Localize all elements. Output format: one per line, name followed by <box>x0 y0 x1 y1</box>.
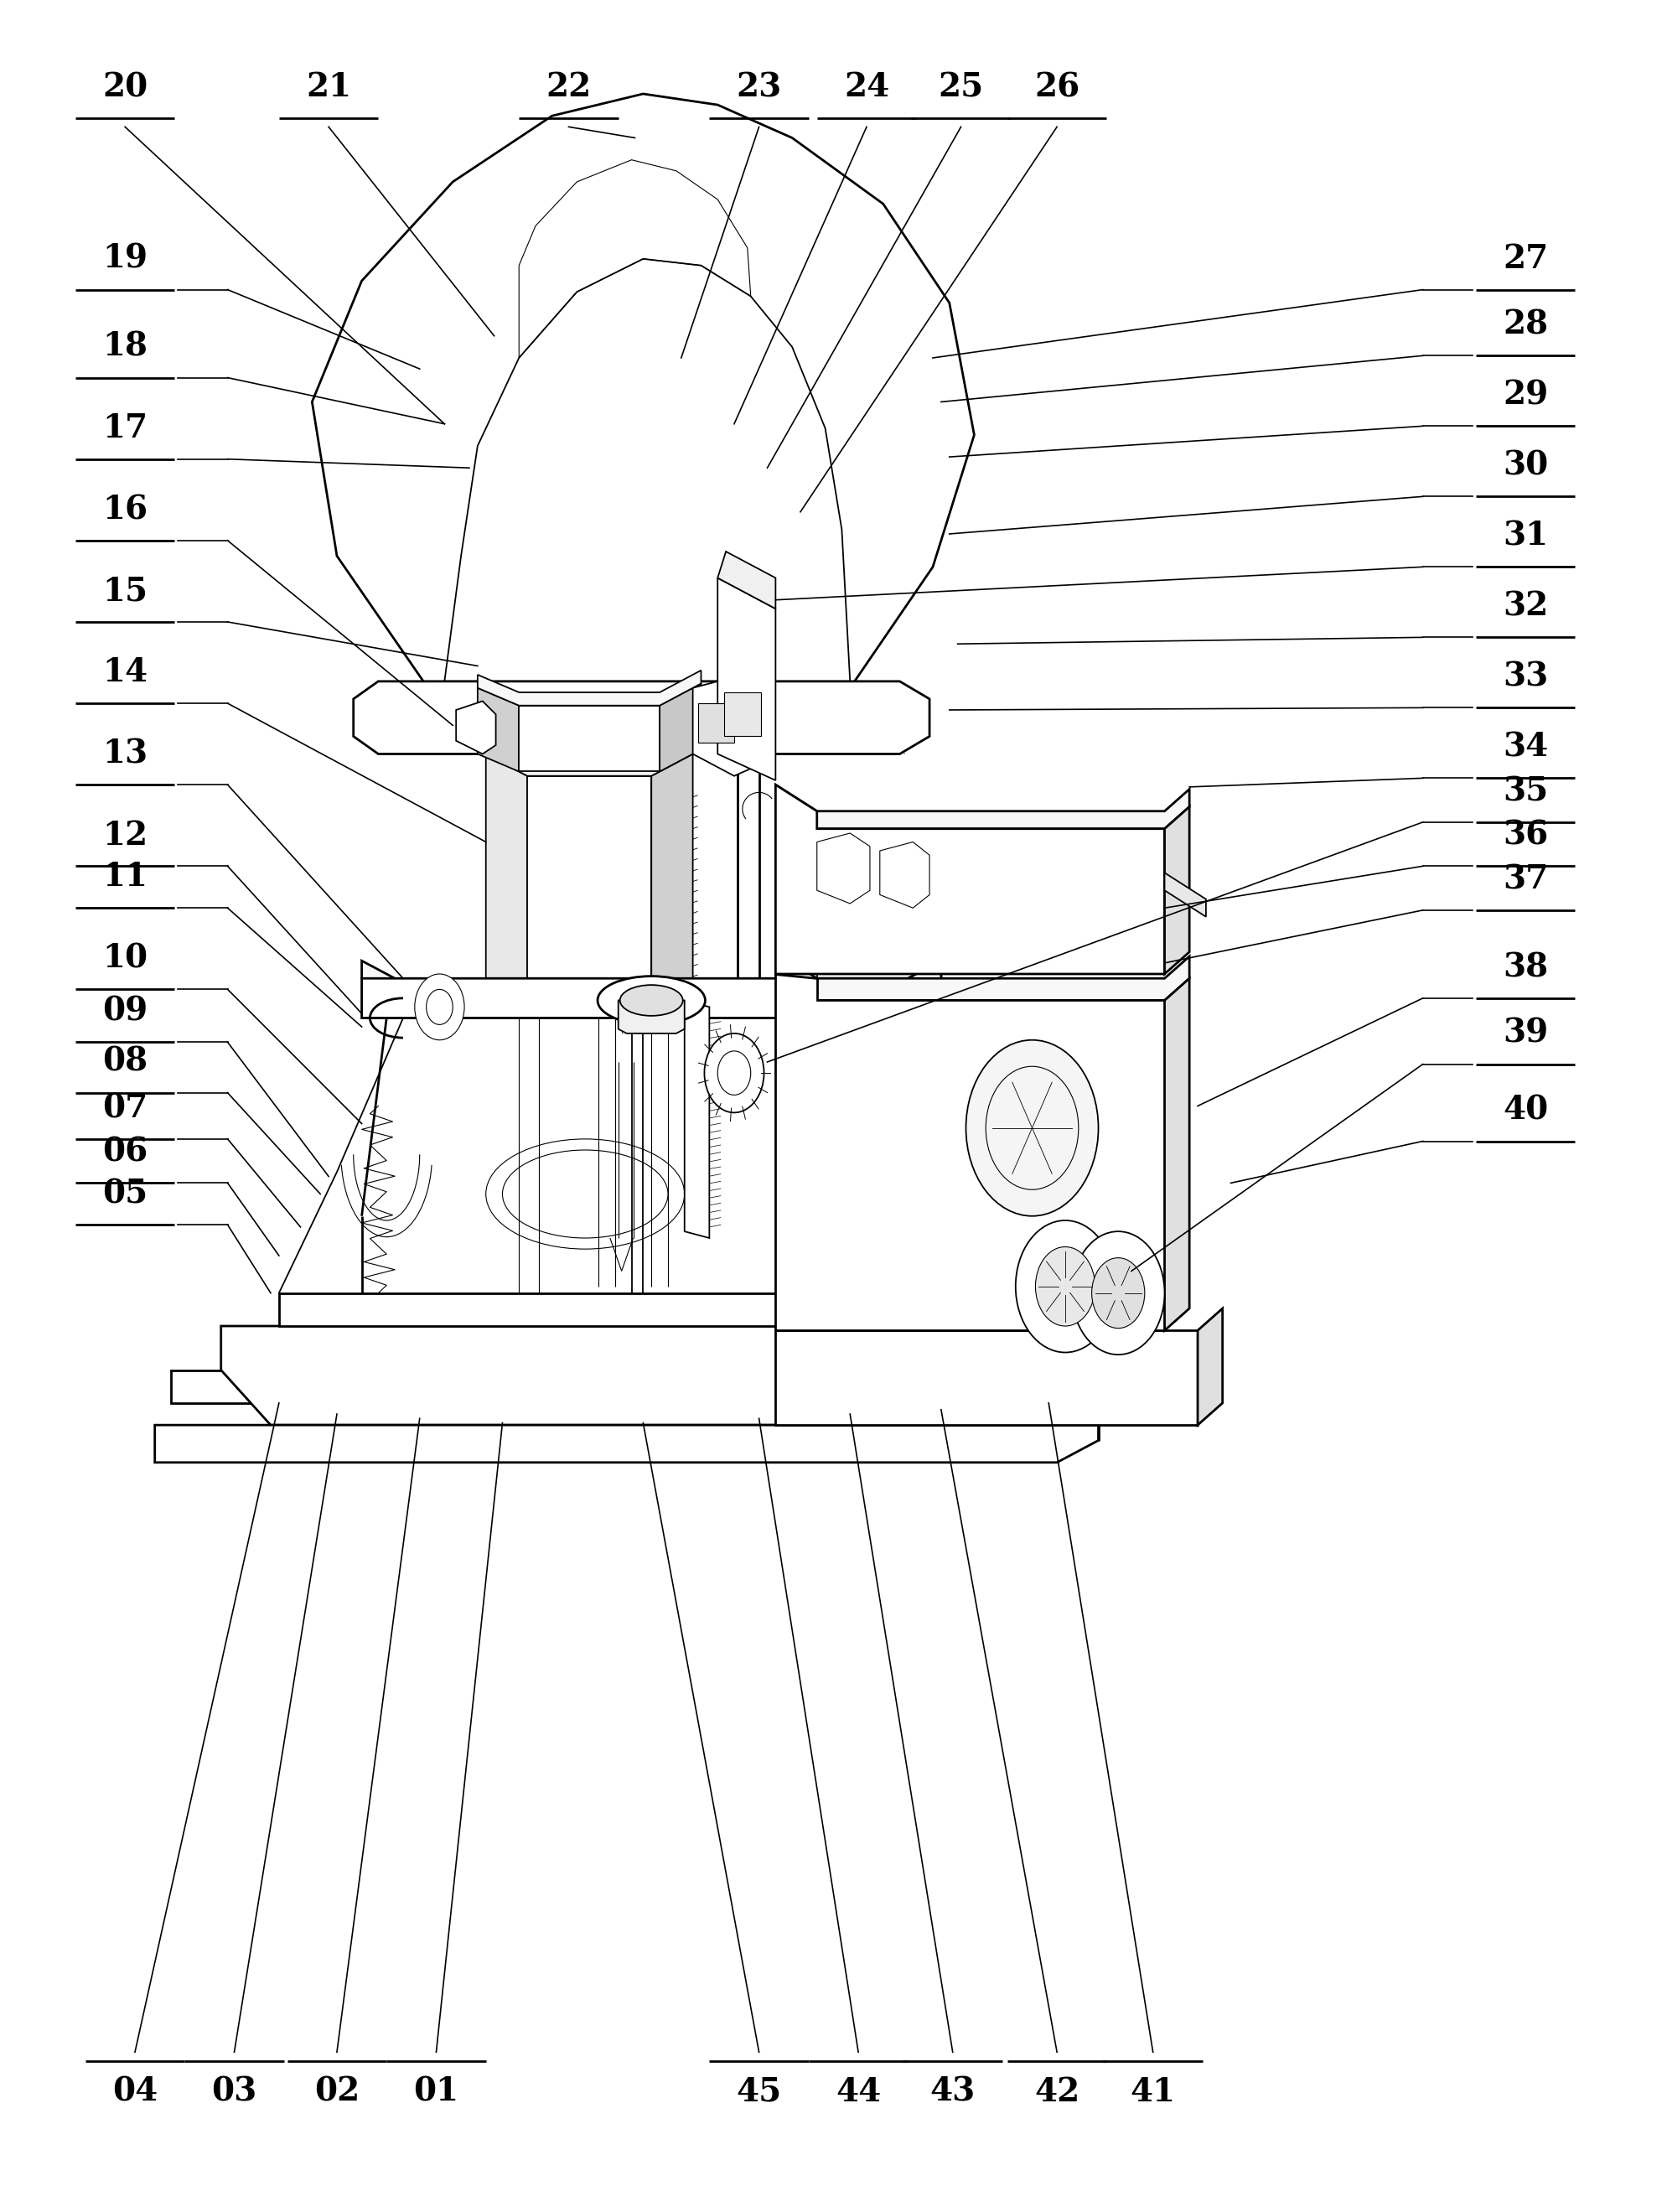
Text: 40: 40 <box>1502 1095 1549 1126</box>
Polygon shape <box>660 684 702 772</box>
Polygon shape <box>1165 807 1189 973</box>
Text: 17: 17 <box>102 411 148 445</box>
Text: 42: 42 <box>1034 2075 1080 2108</box>
Text: 05: 05 <box>102 1179 148 1210</box>
Text: 14: 14 <box>102 657 148 688</box>
Polygon shape <box>353 681 930 754</box>
Circle shape <box>705 1033 763 1113</box>
Ellipse shape <box>620 984 683 1015</box>
Polygon shape <box>717 551 775 608</box>
Polygon shape <box>457 701 495 754</box>
Circle shape <box>415 973 465 1040</box>
Text: 16: 16 <box>102 493 148 526</box>
Text: 07: 07 <box>102 1093 148 1124</box>
Bar <box>723 692 760 737</box>
Text: 25: 25 <box>939 71 984 104</box>
Circle shape <box>1072 1232 1165 1354</box>
Polygon shape <box>880 843 930 907</box>
Text: 39: 39 <box>1502 1018 1549 1048</box>
Polygon shape <box>775 1329 1197 1425</box>
Text: 11: 11 <box>102 860 148 894</box>
Text: 23: 23 <box>737 71 782 104</box>
Text: 44: 44 <box>835 2075 882 2108</box>
Polygon shape <box>1197 1310 1222 1425</box>
Polygon shape <box>155 1402 1099 1462</box>
Polygon shape <box>652 754 693 1006</box>
Text: 13: 13 <box>102 739 148 770</box>
Text: 43: 43 <box>930 2075 975 2108</box>
Polygon shape <box>775 951 1189 1000</box>
Polygon shape <box>685 1000 710 1239</box>
Circle shape <box>1015 1221 1115 1352</box>
Text: 12: 12 <box>102 818 148 852</box>
Polygon shape <box>362 960 942 1018</box>
Text: 37: 37 <box>1502 863 1549 896</box>
Bar <box>698 703 733 743</box>
Polygon shape <box>1165 978 1189 1329</box>
Polygon shape <box>618 1000 685 1033</box>
Text: 32: 32 <box>1502 591 1549 622</box>
Text: 38: 38 <box>1502 951 1549 984</box>
Polygon shape <box>693 677 758 776</box>
Polygon shape <box>230 1325 934 1369</box>
Polygon shape <box>478 688 518 772</box>
Circle shape <box>1092 1259 1145 1327</box>
Ellipse shape <box>597 975 705 1024</box>
Polygon shape <box>278 1294 900 1325</box>
Text: 18: 18 <box>102 332 148 363</box>
Text: 34: 34 <box>1502 732 1549 763</box>
Text: 27: 27 <box>1502 243 1549 274</box>
Polygon shape <box>362 960 942 1000</box>
Text: 22: 22 <box>545 71 592 104</box>
Text: 26: 26 <box>1034 71 1080 104</box>
Text: 20: 20 <box>102 71 148 104</box>
Text: 30: 30 <box>1502 449 1549 482</box>
Text: 33: 33 <box>1502 661 1549 692</box>
Polygon shape <box>485 737 693 776</box>
Text: 01: 01 <box>413 2075 458 2108</box>
Text: 21: 21 <box>307 71 352 104</box>
Text: 41: 41 <box>1130 2075 1175 2108</box>
Text: 09: 09 <box>102 995 148 1026</box>
Polygon shape <box>775 973 1165 1329</box>
Polygon shape <box>527 776 652 1006</box>
Text: 35: 35 <box>1502 776 1549 807</box>
Polygon shape <box>775 785 1189 830</box>
Polygon shape <box>172 1369 999 1402</box>
Polygon shape <box>478 670 702 706</box>
Text: 24: 24 <box>844 71 889 104</box>
Polygon shape <box>717 577 775 781</box>
Text: 31: 31 <box>1502 520 1549 553</box>
Polygon shape <box>485 754 527 1006</box>
Polygon shape <box>518 706 660 772</box>
Text: 03: 03 <box>212 2075 257 2108</box>
Text: 10: 10 <box>102 942 148 975</box>
Polygon shape <box>312 93 974 688</box>
Text: 19: 19 <box>102 243 148 274</box>
Text: 04: 04 <box>112 2075 158 2108</box>
Text: 36: 36 <box>1502 818 1549 852</box>
Polygon shape <box>1165 874 1205 916</box>
Text: 02: 02 <box>313 2075 360 2108</box>
Circle shape <box>1035 1248 1095 1325</box>
Polygon shape <box>817 834 870 902</box>
Text: 28: 28 <box>1502 310 1549 341</box>
Text: 45: 45 <box>737 2075 782 2108</box>
Text: 29: 29 <box>1502 380 1549 411</box>
Text: 15: 15 <box>102 575 148 606</box>
Polygon shape <box>222 1325 999 1425</box>
Circle shape <box>965 1040 1099 1217</box>
Text: 06: 06 <box>102 1137 148 1168</box>
Text: 08: 08 <box>102 1046 148 1077</box>
Polygon shape <box>775 785 1165 973</box>
